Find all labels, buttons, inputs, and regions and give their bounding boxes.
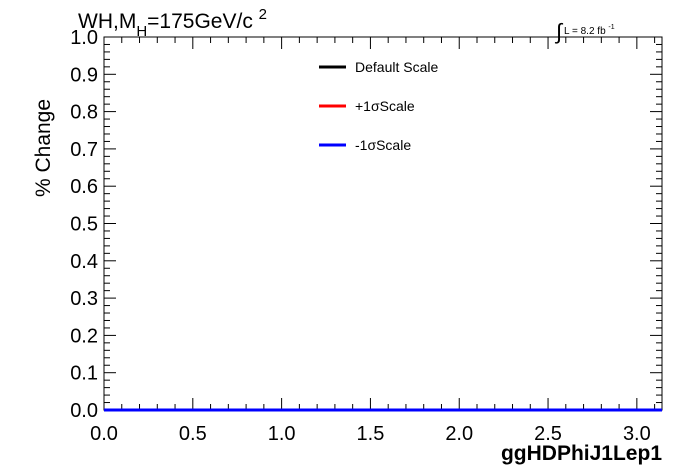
x-axis-tick-labels: 0.0 0.5 1.0 1.5 2.0 2.5 3.0: [90, 423, 651, 445]
x-axis-ticks: [103, 37, 656, 410]
luminosity-label: ∫ L = 8.2 fb -1: [556, 14, 615, 44]
title-subscript: H: [136, 23, 148, 40]
y-tick-label: 0.4: [70, 251, 98, 273]
chart-title: WH,MH=175GeV/c 2: [78, 6, 267, 40]
legend: Default Scale +1σScale -1σScale: [319, 59, 438, 153]
y-tick-label: 0.6: [70, 176, 98, 198]
integral-symbol: ∫: [556, 19, 563, 44]
luminosity-superscript: -1: [608, 24, 615, 31]
y-axis-tick-labels: 0.0 0.1 0.2 0.3 0.4 0.5 0.6 0.7 0.8 0.9 1.0: [70, 27, 98, 422]
y-axis-label: % Change: [32, 99, 55, 197]
title-prefix: WH,M: [78, 10, 137, 33]
y-tick-label: 0.7: [70, 139, 98, 161]
y-tick-label: 0.5: [70, 214, 98, 236]
y-tick-label: 0.2: [70, 325, 98, 347]
y-tick-label: 0.3: [70, 288, 98, 310]
legend-label: Default Scale: [355, 59, 438, 75]
x-tick-label: 1.5: [357, 423, 385, 445]
x-tick-label: 2.0: [445, 423, 473, 445]
title-mid: =175GeV/c: [147, 10, 253, 33]
y-tick-label: 0.9: [70, 64, 98, 86]
legend-label: -1σScale: [355, 137, 411, 153]
plot-frame: [103, 36, 663, 411]
y-tick-label: 0.8: [70, 102, 98, 124]
x-tick-label: 2.5: [534, 423, 562, 445]
luminosity-text: L = 8.2 fb: [564, 26, 606, 37]
x-tick-label: 1.0: [268, 423, 296, 445]
y-tick-label: 1.0: [70, 27, 98, 49]
y-tick-label: 0.1: [70, 363, 98, 385]
x-tick-label: 3.0: [623, 423, 651, 445]
title-superscript: 2: [258, 6, 268, 23]
y-tick-label: 0.0: [70, 400, 98, 422]
x-axis-label: ggHDPhiJ1Lep1: [501, 442, 662, 465]
y-axis-ticks: [104, 36, 662, 411]
x-tick-label: 0.5: [179, 423, 207, 445]
legend-label: +1σScale: [355, 98, 415, 114]
x-tick-label: 0.0: [90, 423, 118, 445]
